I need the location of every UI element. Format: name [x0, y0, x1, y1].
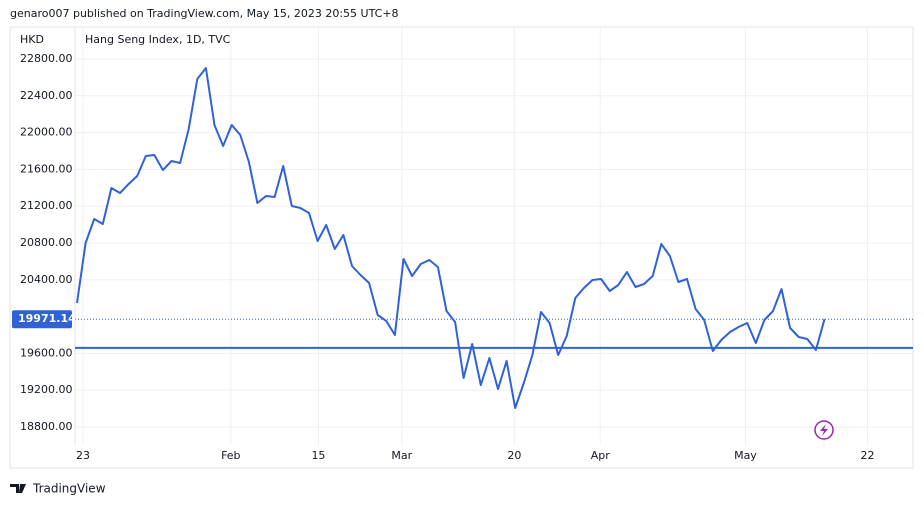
chart-title: Hang Seng Index, 1D, TVC	[85, 33, 231, 46]
publish-info: genaro007 published on TradingView.com, …	[10, 7, 399, 20]
x-tick-label: May	[734, 449, 757, 462]
chart-frame	[9, 26, 914, 469]
last-price-label: 19971.14	[18, 312, 76, 325]
x-tick-label: Feb	[221, 449, 240, 462]
x-tick-label: 15	[311, 449, 325, 462]
y-tick-label: 19200.00	[20, 383, 73, 396]
lightning-icon	[814, 420, 834, 440]
price-line	[76, 67, 826, 409]
y-tick-label: 21200.00	[20, 199, 73, 212]
y-tick-label: 19600.00	[20, 346, 73, 359]
y-tick-label: 22800.00	[20, 52, 73, 65]
last-price-box	[12, 310, 72, 329]
y-tick-label: 22000.00	[20, 126, 73, 139]
x-tick-label: 22	[860, 449, 874, 462]
currency: HKD	[20, 33, 44, 46]
logo: TradingView	[10, 482, 106, 496]
x-tick-label: 20	[507, 449, 521, 462]
y-tick-label: 20400.00	[20, 273, 73, 286]
y-tick-label: 18800.00	[20, 420, 73, 433]
x-tick-label: Mar	[391, 449, 412, 462]
x-tick-label: 23	[76, 449, 90, 462]
y-tick-label: 21600.00	[20, 162, 73, 175]
brand: TradingView	[32, 482, 106, 496]
x-tick-label: Apr	[591, 449, 611, 462]
y-tick-label: 20800.00	[20, 236, 73, 249]
y-tick-label: 22400.00	[20, 89, 73, 102]
